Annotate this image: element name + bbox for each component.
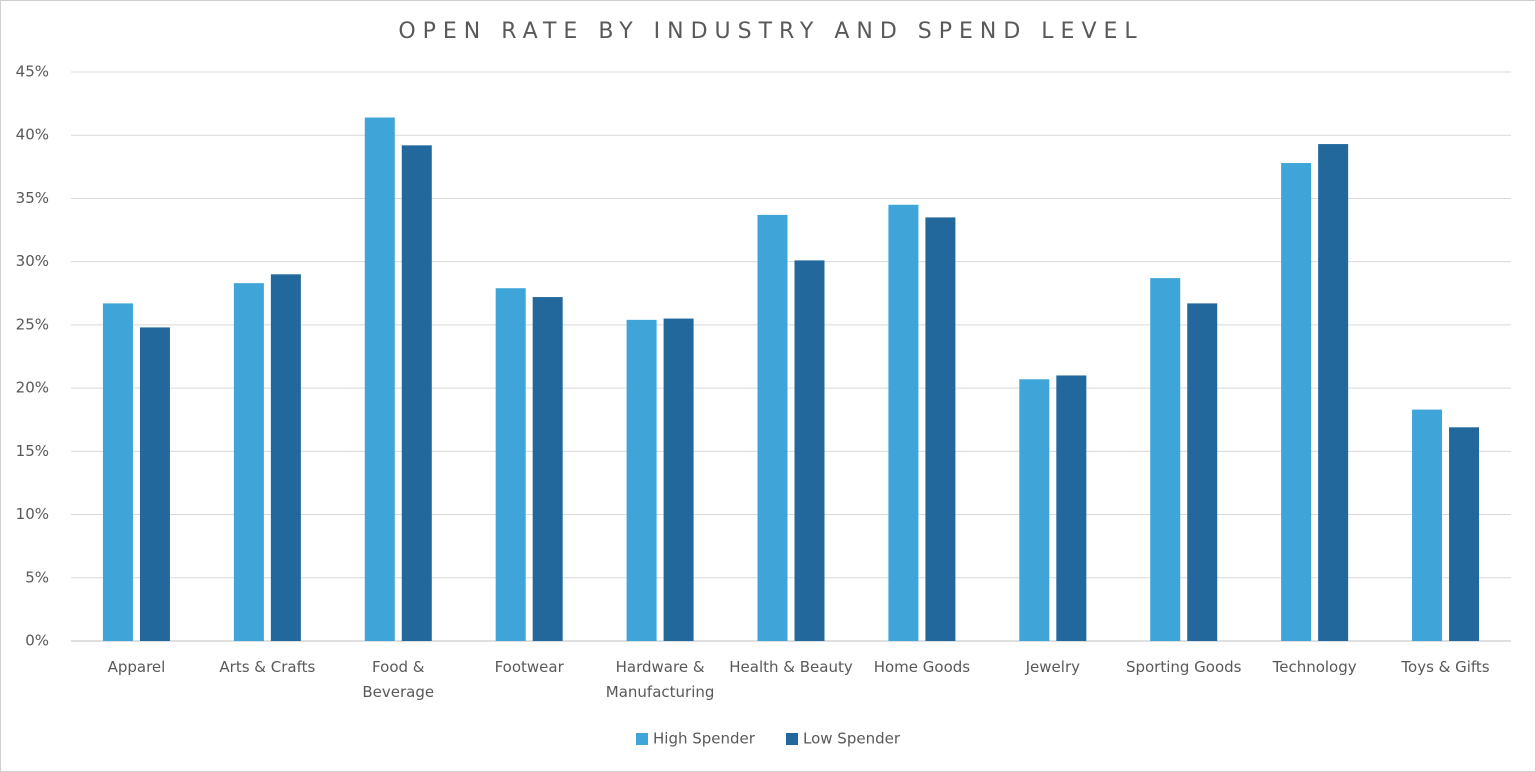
x-tick-label: Food & Beverage — [362, 658, 435, 701]
bar — [233, 283, 264, 641]
x-tick-label: Apparel — [107, 658, 166, 676]
bar — [1449, 427, 1480, 641]
y-tick-label: 25% — [16, 315, 49, 333]
y-tick-label: 35% — [16, 189, 49, 207]
x-tick-label: Jewelry — [1025, 658, 1080, 676]
y-tick-label: 0% — [25, 632, 49, 650]
x-tick-label: Hardware & Manufacturing — [605, 658, 715, 701]
bar — [757, 214, 788, 642]
x-tick-label: Health & Beauty — [729, 658, 853, 676]
bar — [1318, 144, 1349, 641]
bar — [1187, 303, 1218, 641]
bar — [139, 327, 170, 641]
bar — [1412, 409, 1443, 641]
y-tick-label: 10% — [16, 505, 49, 523]
x-tick-label: Toys & Gifts — [1401, 658, 1490, 676]
legend-swatch — [636, 733, 648, 745]
legend-label: High Spender — [653, 730, 756, 748]
bar — [364, 117, 395, 641]
bar — [626, 319, 657, 641]
bar — [1019, 379, 1050, 641]
y-tick-label: 5% — [25, 568, 49, 586]
bar — [1056, 375, 1087, 641]
y-tick-label: 20% — [16, 379, 49, 397]
bar — [401, 145, 432, 642]
y-tick-label: 40% — [16, 126, 49, 144]
x-tick-label: Arts & Crafts — [219, 658, 316, 676]
legend-swatch — [786, 733, 798, 745]
y-tick-label: 30% — [16, 252, 49, 270]
bar — [102, 303, 133, 641]
bar — [888, 204, 919, 641]
y-tick-label: 45% — [16, 63, 49, 81]
y-tick-label: 15% — [16, 442, 49, 460]
bar — [1150, 278, 1181, 641]
x-tick-label: Home Goods — [873, 658, 971, 676]
bar — [532, 297, 563, 641]
bar — [925, 217, 956, 641]
chart-title: OPEN RATE BY INDUSTRY AND SPEND LEVEL — [398, 19, 1143, 44]
bar — [663, 318, 694, 641]
bar — [495, 288, 526, 641]
bar — [270, 274, 301, 641]
x-tick-label: Technology — [1272, 658, 1357, 676]
bar — [1281, 163, 1312, 642]
x-tick-label: Sporting Goods — [1125, 658, 1242, 676]
bar — [794, 260, 825, 641]
x-tick-label: Footwear — [494, 658, 564, 676]
legend-label: Low Spender — [803, 730, 901, 748]
